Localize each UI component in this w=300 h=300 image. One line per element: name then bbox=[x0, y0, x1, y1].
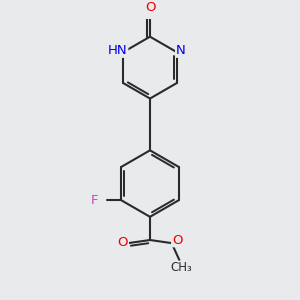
Text: N: N bbox=[176, 44, 185, 57]
Text: F: F bbox=[90, 194, 98, 207]
Text: O: O bbox=[145, 1, 155, 14]
Text: CH₃: CH₃ bbox=[171, 261, 193, 274]
Text: HN: HN bbox=[108, 44, 128, 57]
Text: O: O bbox=[172, 233, 182, 247]
Text: O: O bbox=[118, 236, 128, 249]
